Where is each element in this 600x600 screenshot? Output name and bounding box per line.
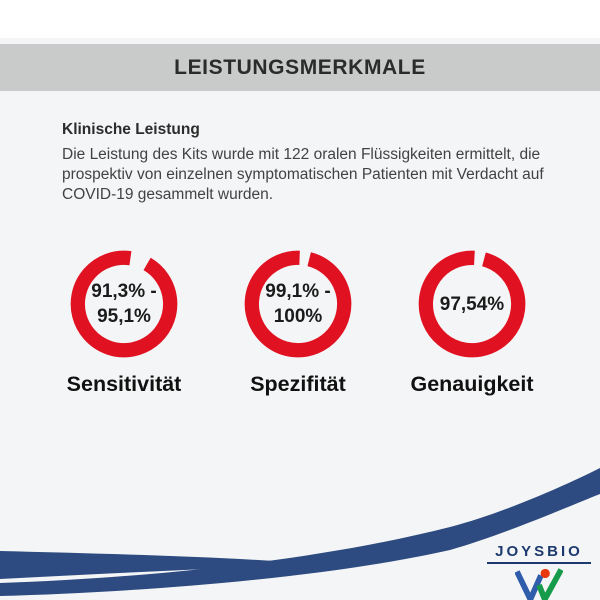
donut-label: Genauigkeit [410,372,534,396]
footer-swoosh [0,468,600,596]
intro-section: Klinische Leistung Die Leistung des Kits… [62,121,570,205]
swoosh-band-upper-wedge [0,551,318,579]
donut-value-text: 91,3% -95,1% [91,281,157,327]
donut-specificity: 99,1% -100% Spezifität [218,241,378,397]
donut-label: Sensitivität [66,372,182,396]
donut-value-text: 99,1% -100% [265,281,331,327]
donut-sensitivity: 91,3% -95,1% Sensitivität [44,241,204,397]
intro-body-text: Die Leistung des Kits wurde mit 122 oral… [62,146,544,203]
donut-accuracy: 97,54% Genauigkeit [392,241,552,397]
swoosh-band-main [0,468,600,596]
joysbio-logo-text: JOYSBIO [487,543,591,564]
title-bar: LEISTUNGSMERKMALE [0,44,600,91]
logo-mark-red-dot [540,568,550,579]
logo-mark-blue-v [515,570,544,600]
joysbio-logo-mark-icon [515,568,563,600]
donut-ring-wrap: 97,54% [409,241,535,367]
donut-value-text: 97,54% [439,293,505,315]
donut-ring-chart [418,250,526,358]
donut-ring-wrap: 91,3% -95,1% [61,241,187,367]
joysbio-logo: JOYSBIO [487,543,591,600]
donut-label: Spezifität [250,372,346,396]
donut-ring-chart [70,250,178,358]
donut-ring-chart [244,250,352,358]
intro-heading: Klinische Leistung [62,121,200,138]
donut-ring-wrap: 99,1% -100% [235,241,361,367]
top-white-band [0,0,600,38]
page-title: LEISTUNGSMERKMALE [174,55,426,79]
logo-mark-green-check [536,568,563,600]
